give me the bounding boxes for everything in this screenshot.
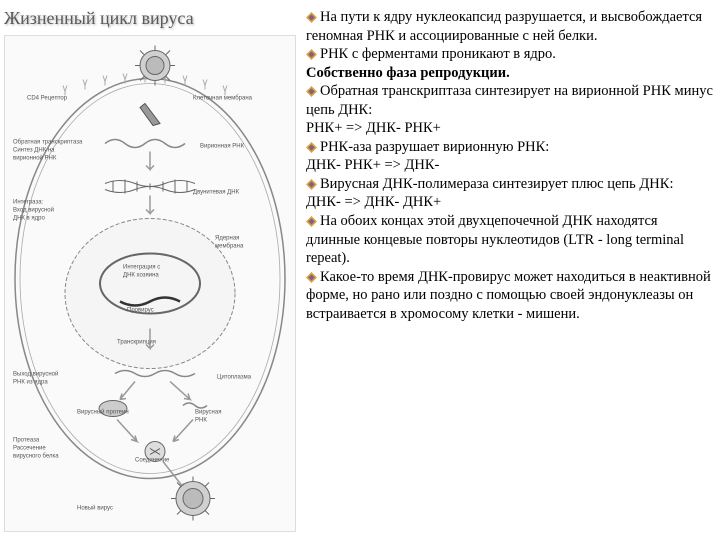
capsid-icon [140, 104, 160, 126]
diagram-label: Вирионная РНК [200, 144, 245, 150]
diagram-label: Вход вирусной [13, 207, 54, 214]
diagram-label: Рассечение [13, 446, 46, 452]
mrna-wave [115, 371, 195, 377]
bullet-line: ДНК- РНК+ => ДНК- [306, 156, 714, 175]
bullet-text: На пути к ядру нуклеокапсид разрушается,… [306, 9, 702, 44]
diagram-label: Клеточная мембрана [193, 96, 253, 102]
diagram-label: Ядерная [215, 236, 239, 242]
arrow-4l [120, 382, 135, 400]
arrow-5r [173, 420, 193, 442]
diagram-label: Вирусный протеин [77, 409, 129, 416]
diagram-label: ДНК хозяина [123, 273, 159, 279]
arrow-1 [146, 152, 154, 170]
bullet-line: РНК с ферментами проникают в ядро. [306, 45, 714, 64]
new-virus-icon [171, 477, 215, 521]
bullet-text: Обратная транскриптаза синтезирует на ви… [306, 83, 713, 118]
diagram-label: Протеаза [13, 438, 40, 444]
diagram-label: Двунитевая ДНК [193, 190, 240, 196]
bullet-line: РНК+ => ДНК- РНК+ [306, 119, 714, 138]
diagram-label: РНК [195, 418, 207, 424]
diamond-icon [306, 45, 320, 64]
diagram-label: Вирусная [195, 410, 221, 416]
bullet-line: Какое-то время ДНК-провирус может находи… [306, 268, 714, 324]
diagram-label: вирусного белка [13, 454, 59, 460]
diagram-label: Цитоплазма [217, 375, 252, 381]
vrna-icon [183, 403, 207, 408]
description-text: На пути к ядру нуклеокапсид разрушается,… [306, 8, 714, 323]
bullet-text: РНК с ферментами проникают в ядро. [320, 46, 556, 62]
diagram-label: Транскрипция [117, 340, 156, 346]
bullet-line: РНК-аза разрушает вирионную РНК: [306, 138, 714, 157]
diagram-label: вирионной РНК [13, 155, 57, 162]
diamond-icon [306, 212, 320, 231]
bullet-line: Обратная транскриптаза синтезирует на ви… [306, 82, 714, 119]
diagram-label: Соединение [135, 458, 170, 464]
bullet-text: На обоих концах этой двухцепочечной ДНК … [306, 213, 684, 266]
arrow-4r [170, 382, 190, 400]
diagram-label: Интеграза: [13, 200, 44, 206]
diagram-label: Синтез ДНК на [13, 148, 55, 154]
diagram-label: мембрана [215, 244, 244, 250]
diagram-label: ДНК в ядро [13, 216, 46, 222]
diamond-icon [306, 268, 320, 287]
diagram-label: РНК из ядра [13, 380, 48, 386]
bullet-text: РНК-аза разрушает вирионную РНК: [320, 139, 549, 155]
diagram-label: Обратная транскриптаза [13, 140, 83, 146]
diagram-label: CD4 Рецептор [27, 96, 68, 102]
bullet-text: Какое-то время ДНК-провирус может находи… [306, 269, 711, 322]
bullet-line: На обоих концах этой двухцепочечной ДНК … [306, 212, 714, 268]
diamond-icon [306, 175, 320, 194]
bullet-line: На пути к ядру нуклеокапсид разрушается,… [306, 8, 714, 45]
virus-icon [135, 46, 175, 86]
diamond-icon [306, 8, 320, 27]
rna-wave [105, 140, 185, 148]
diamond-icon [306, 138, 320, 157]
diagram-label: Выход вирусной [13, 371, 58, 378]
bullet-line: ДНК- => ДНК- ДНК+ [306, 193, 714, 212]
bullet-line: Собственно фаза репродукции. [306, 64, 714, 83]
diamond-icon [306, 82, 320, 101]
bullet-line: Вирусная ДНК-полимераза синтезирует плюс… [306, 175, 714, 194]
diagram-label: Провирус [127, 308, 154, 314]
dsdna-icon [105, 180, 195, 194]
arrow-5l [117, 420, 137, 442]
lifecycle-diagram: CD4 Рецептор Клеточная мембрана Обратная т… [4, 35, 296, 532]
diagram-label: Интеграция с [123, 265, 160, 271]
page-title: Жизненный цикл вируса [4, 8, 296, 29]
diagram-svg: CD4 Рецептор Клеточная мембрана Обратная т… [5, 36, 295, 531]
arrow-2 [146, 196, 154, 214]
diagram-label: Новый вирус [77, 505, 113, 512]
bullet-text: Вирусная ДНК-полимераза синтезирует плюс… [320, 176, 673, 192]
